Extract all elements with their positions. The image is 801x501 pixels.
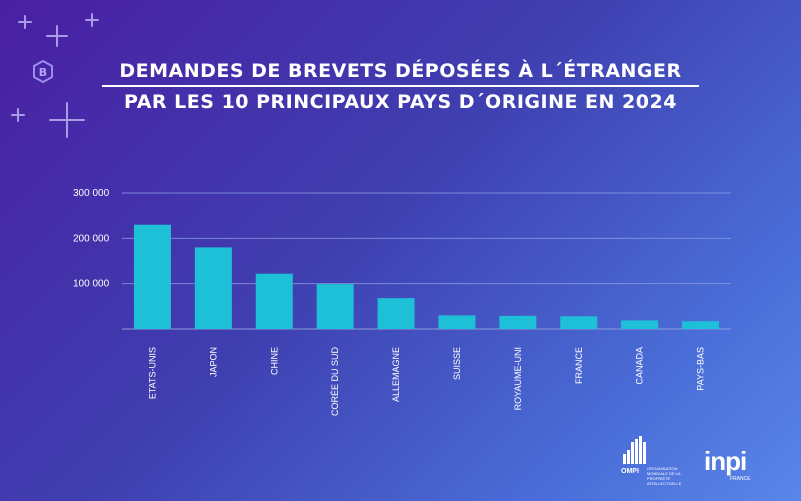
x-tick-label: ALLEMAGNE [391,347,401,402]
inpi-logo-subtitle: FRANCE [730,476,751,482]
bar-allemagne [377,298,415,329]
ompi-logo-text: OMPI [621,468,639,475]
y-tick-label: 300 000 [73,188,110,199]
ompi-logo-subtitle: ORGANISATION MONDIALE DE LA PROPRIÉTÉ IN… [647,466,682,486]
title-underline [102,85,699,87]
bar-chine [255,273,293,329]
chart-title-line-1: DEMANDES DE BREVETS DÉPOSÉES À L´ÉTRANGE… [119,60,682,82]
x-tick-label: CORÉE DU SUD [330,347,340,417]
bar-canada [621,320,659,329]
x-tick-label: ROYAUME-UNI [513,347,523,410]
x-tick-label: FRANCE [574,347,584,384]
bar-etats-unis [133,224,171,329]
bar-royaume-uni [499,315,537,329]
svg-text:B: B [39,66,47,79]
x-tick-label: CANADA [635,347,645,385]
x-tick-label: ETATS-UNIS [147,347,157,399]
y-tick-label: 200 000 [73,233,110,244]
bar-france [560,316,598,329]
chart-title-line-2: PAR LES 10 PRINCIPAUX PAYS D´ORIGINE EN … [124,91,677,113]
bar-suisse [438,315,476,329]
bar-pays-bas [682,321,720,329]
x-tick-label: SUISSE [452,347,462,380]
bar-japon [194,247,232,329]
y-tick-label: 100 000 [73,279,110,290]
x-tick-label: PAYS-BAS [696,347,706,391]
bar-cor-e-du-sud [316,284,354,329]
hexagon-b-icon [33,59,53,84]
inpi-logo: inpi [704,446,747,476]
ompi-logo [623,436,646,464]
x-tick-label: JAPON [208,347,218,377]
x-tick-label: CHINE [269,347,279,375]
